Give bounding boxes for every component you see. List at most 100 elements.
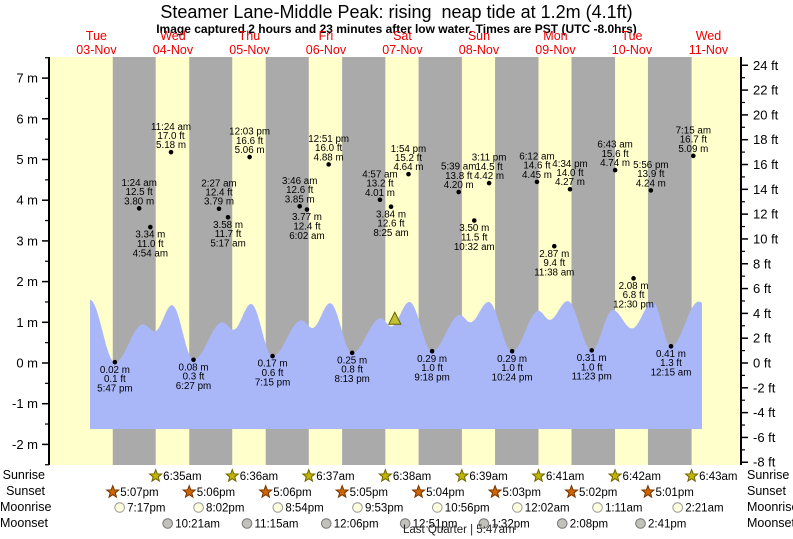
sunrise-star-icon xyxy=(607,468,623,483)
sunset-star-icon xyxy=(487,484,503,499)
sunset-star-time: 5:03pm xyxy=(503,487,541,499)
day-date-label: 04-Nov xyxy=(153,43,194,57)
swell-annotation-dot xyxy=(486,180,492,186)
swell-annotation-label: 6.8 ft xyxy=(623,290,645,301)
sunset-star-time: 5:06pm xyxy=(273,487,311,499)
swell-annotation-label: 12.4 ft xyxy=(205,188,233,199)
sunset-star-time: 5:02pm xyxy=(579,487,617,499)
swell-annotation-label: 3:46 am xyxy=(282,176,317,187)
swell-annotation-label: 3.80 m xyxy=(124,196,154,207)
sunset-star-time: 5:05pm xyxy=(350,487,388,499)
low-tide-annotation-label: 8:13 pm xyxy=(334,374,369,385)
moonrise-circle-icon xyxy=(193,502,204,513)
swell-annotation-dot xyxy=(551,243,557,249)
swell-annotation-label: 14.5 ft xyxy=(475,162,503,173)
low-tide-annotation-dot xyxy=(509,348,515,354)
sunset-star-time: 5:07pm xyxy=(120,487,158,499)
moonrise-circle-icon xyxy=(114,502,125,513)
low-tide-annotation-label: 0.17 m xyxy=(258,359,288,370)
swell-annotation-label: 11.7 ft xyxy=(215,229,242,240)
current-tide-triangle-icon xyxy=(387,311,402,325)
moonset-circle-icon xyxy=(478,518,490,529)
moonrise-circle-icon xyxy=(272,502,284,513)
left-axis-tick-label: 2 m xyxy=(16,274,38,289)
swell-annotation-label: 4:34 pm xyxy=(552,159,587,170)
swell-annotation-label: 6:12 am xyxy=(519,151,554,162)
swell-annotation-label: 1:24 am xyxy=(121,178,156,189)
swell-annotation-label: 16.0 ft xyxy=(315,143,343,154)
moonset-circle-time: 2:08pm xyxy=(570,519,608,531)
swell-annotation-label: 12.4 ft xyxy=(293,221,321,232)
low-tide-annotation-dot xyxy=(349,350,355,356)
sunset-row-label: Sunset xyxy=(6,484,45,498)
sunrise-star-icon xyxy=(224,468,240,483)
swell-annotation-dot xyxy=(456,189,462,195)
left-axis-tick-label: -2 m xyxy=(12,437,38,452)
moonrise-circle-icon xyxy=(431,502,443,513)
swell-annotation-dot xyxy=(691,153,696,159)
sunrise-star-time: 6:43am xyxy=(699,471,737,483)
moonset-circle-icon xyxy=(241,518,253,529)
swell-annotation-dot xyxy=(304,207,310,212)
swell-annotation-label: 4.24 m xyxy=(636,178,666,189)
swell-annotation-label: 12:30 pm xyxy=(613,300,654,311)
swell-annotation-label: 3.79 m xyxy=(204,197,234,208)
low-tide-annotation-label: 0.31 m xyxy=(577,353,607,364)
swell-annotation-dot xyxy=(247,154,252,160)
low-tide-annotation-dot xyxy=(429,348,435,354)
low-tide-annotation-label: 1.0 ft xyxy=(421,363,443,374)
sunset-star-icon xyxy=(181,484,197,499)
sunrise-row-label-right: Sunrise xyxy=(747,468,790,482)
swell-annotation-label: 5:39 am xyxy=(441,162,476,173)
low-tide-annotation-label: 1.3 ft xyxy=(660,358,682,369)
day-name-label: Wed xyxy=(160,29,186,43)
swell-annotation-dot xyxy=(326,162,331,167)
low-tide-annotation-label: 10:24 pm xyxy=(492,372,533,383)
swell-annotation-label: 3.58 m xyxy=(213,220,243,231)
day-name-label: Sat xyxy=(393,29,412,43)
moonset-circle-time: 10:21am xyxy=(175,519,220,531)
moonrise-circle-icon xyxy=(512,502,523,513)
moonrise-circle-icon xyxy=(592,502,603,513)
swell-annotation-label: 12.6 ft xyxy=(377,219,405,230)
day-date-label: 07-Nov xyxy=(382,43,423,57)
day-date-label: 10-Nov xyxy=(612,43,653,57)
swell-annotation-label: 4.42 m xyxy=(474,171,504,182)
swell-annotation-label: 5:17 am xyxy=(210,238,245,249)
sunrise-star-time: 6:41am xyxy=(546,471,584,483)
swell-annotation-dot xyxy=(225,214,231,220)
moonset-row-label-right: Moonset xyxy=(747,516,793,530)
swell-annotation-label: 1:54 pm xyxy=(391,144,426,155)
swell-annotation-label: 4.01 m xyxy=(365,188,395,199)
swell-annotation-dot xyxy=(168,149,174,155)
swell-annotation-label: 3.84 m xyxy=(376,209,406,220)
moonrise-circle-icon xyxy=(672,502,683,513)
low-tide-annotation-label: 11:23 pm xyxy=(572,372,612,383)
day-date-label: 05-Nov xyxy=(229,43,270,57)
moonset-circle-icon xyxy=(556,518,568,529)
moonset-circle-time: 11:15am xyxy=(255,519,299,531)
swell-annotation-label: 4.27 m xyxy=(555,177,585,188)
low-tide-annotation-label: 12:15 am xyxy=(651,368,692,379)
swell-annotation-label: 15.6 ft xyxy=(601,149,629,160)
low-tide-annotation-label: 1.0 ft xyxy=(501,363,523,374)
swell-annotation-dot xyxy=(136,206,142,211)
moonrise-circle-time: 8:54pm xyxy=(285,503,323,515)
left-axis-tick-label: -1 m xyxy=(12,396,38,411)
swell-annotation-label: 14.6 ft xyxy=(523,161,551,172)
sunrise-star-icon xyxy=(531,468,546,483)
day-date-label: 08-Nov xyxy=(459,43,500,57)
swell-annotation-dot xyxy=(148,224,153,230)
day-name-label: Tue xyxy=(86,29,107,43)
sunrise-star-time: 6:38am xyxy=(393,471,431,483)
low-tide-annotation-label: 0.8 ft xyxy=(341,365,363,376)
sunset-star-time: 5:04pm xyxy=(426,487,464,499)
tide-area xyxy=(90,299,702,429)
swell-annotation-label: 3:11 pm xyxy=(472,153,507,164)
right-axis-tick-label: 2 ft xyxy=(753,331,771,346)
swell-annotation-label: 5.06 m xyxy=(235,145,265,156)
low-tide-annotation-dot xyxy=(668,344,674,349)
moonrise-circle-time: 12:02am xyxy=(525,503,570,515)
left-axis-tick-label: 6 m xyxy=(16,111,38,126)
